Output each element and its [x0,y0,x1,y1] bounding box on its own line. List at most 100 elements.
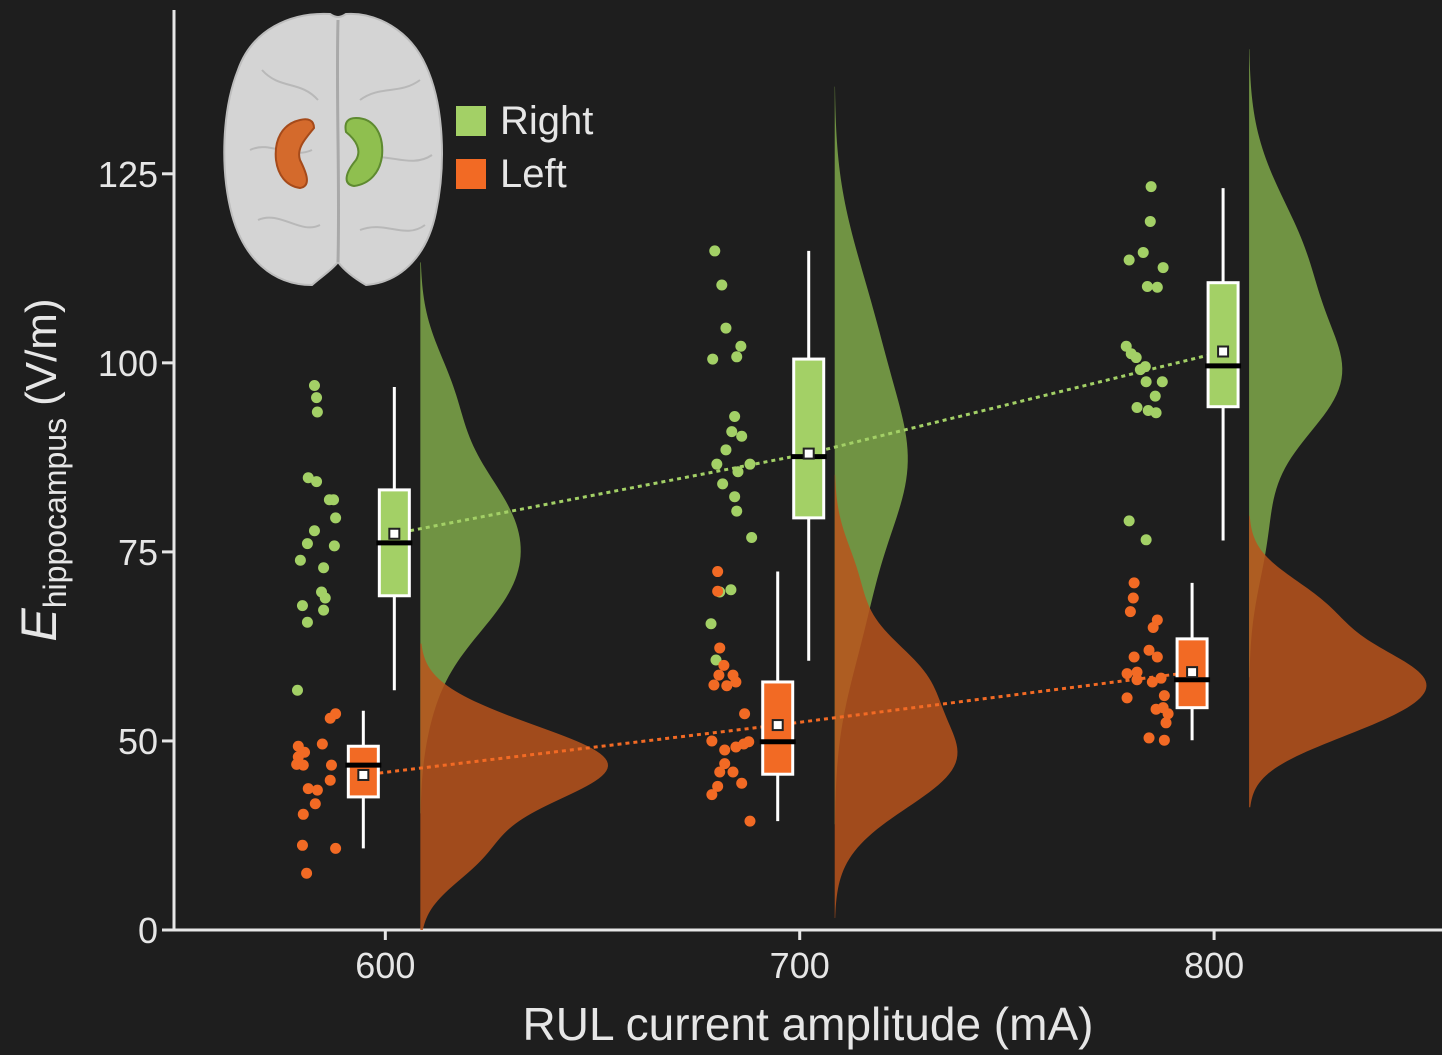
data-point [713,669,725,681]
data-point [1158,734,1170,746]
data-point [301,867,313,879]
data-point [1140,376,1152,388]
data-point [296,839,308,851]
y-tick-label: 75 [118,532,158,573]
data-point [719,758,731,770]
data-point [311,784,323,796]
data-point [297,808,309,820]
data-point [1134,364,1146,376]
density [420,262,521,814]
data-point [328,540,340,552]
x-tick-label: 600 [355,945,415,986]
data-point [302,472,314,484]
x-axis-label: RUL current amplitude (mA) [523,998,1094,1050]
data-point [710,654,722,666]
legend-swatch [456,106,486,136]
data-point [325,759,337,771]
y-tick-label: 50 [118,721,158,762]
data-point [712,780,724,792]
mean-marker [388,527,401,540]
data-point [744,458,756,470]
brain-illustration [223,12,443,287]
data-point [316,738,328,750]
data-point [1128,577,1140,589]
data-point [1123,515,1135,527]
data-point [1150,407,1162,419]
data-point [718,659,730,671]
data-point [1160,717,1172,729]
data-point [708,679,720,691]
data-point [324,712,336,724]
data-point [302,783,314,795]
data-point [706,735,718,747]
mean-marker [1217,345,1230,358]
data-point [714,642,726,654]
data-point [736,430,748,442]
data-point [731,351,743,363]
data-point [301,616,313,628]
data-point [1143,644,1155,656]
data-point [717,478,729,490]
mean-marker [1186,666,1199,679]
data-point [731,505,743,517]
data-point [720,322,732,334]
data-point [323,494,335,506]
data-point [743,736,755,748]
data-point [1131,666,1143,678]
legend-swatch [456,159,486,189]
box [761,680,795,776]
data-point [1162,708,1174,720]
data-point [1140,534,1152,546]
mean-marker [802,447,815,460]
data-point [712,566,724,578]
data-point [730,676,742,688]
data-point [324,774,336,786]
x-tick-label: 800 [1184,945,1244,986]
data-point [296,600,308,612]
mean-trend-line [394,350,1224,536]
data-point [1143,732,1155,744]
data-point [330,842,342,854]
data-point [1156,376,1168,388]
x-tick-label: 700 [770,945,830,986]
data-point [1121,668,1133,680]
data-point [709,245,721,257]
data-point [1128,651,1140,663]
data-point [319,592,331,604]
data-point [1151,281,1163,293]
data-point [1155,672,1167,684]
data-point [1146,676,1158,688]
data-point [707,353,719,365]
data-point [1144,215,1156,227]
density [1249,515,1427,808]
data-point [301,538,313,550]
y-label-main: E [11,608,67,642]
data-point [725,584,737,596]
data-point [330,512,342,524]
brain-midline [335,19,341,263]
data-point [308,525,320,537]
data-point [729,491,741,503]
y-tick-label: 125 [98,154,158,195]
data-point [294,554,306,566]
mean-marker [357,768,370,781]
density [1249,49,1343,678]
legend-label: Left [500,152,567,196]
mean-marker [771,719,784,732]
data-point [1158,690,1170,702]
data-point [732,466,744,478]
data-point [712,585,724,597]
data-point [309,798,321,810]
y-tick-label: 100 [98,343,158,384]
box [1206,281,1240,409]
data-point [291,684,303,696]
data-point [714,766,726,778]
data-point [721,680,733,692]
data-point [720,444,732,456]
data-point [1149,390,1161,402]
legend-label: Right [500,99,593,143]
box [792,357,826,520]
data-point [705,618,717,630]
data-point [1121,692,1133,704]
